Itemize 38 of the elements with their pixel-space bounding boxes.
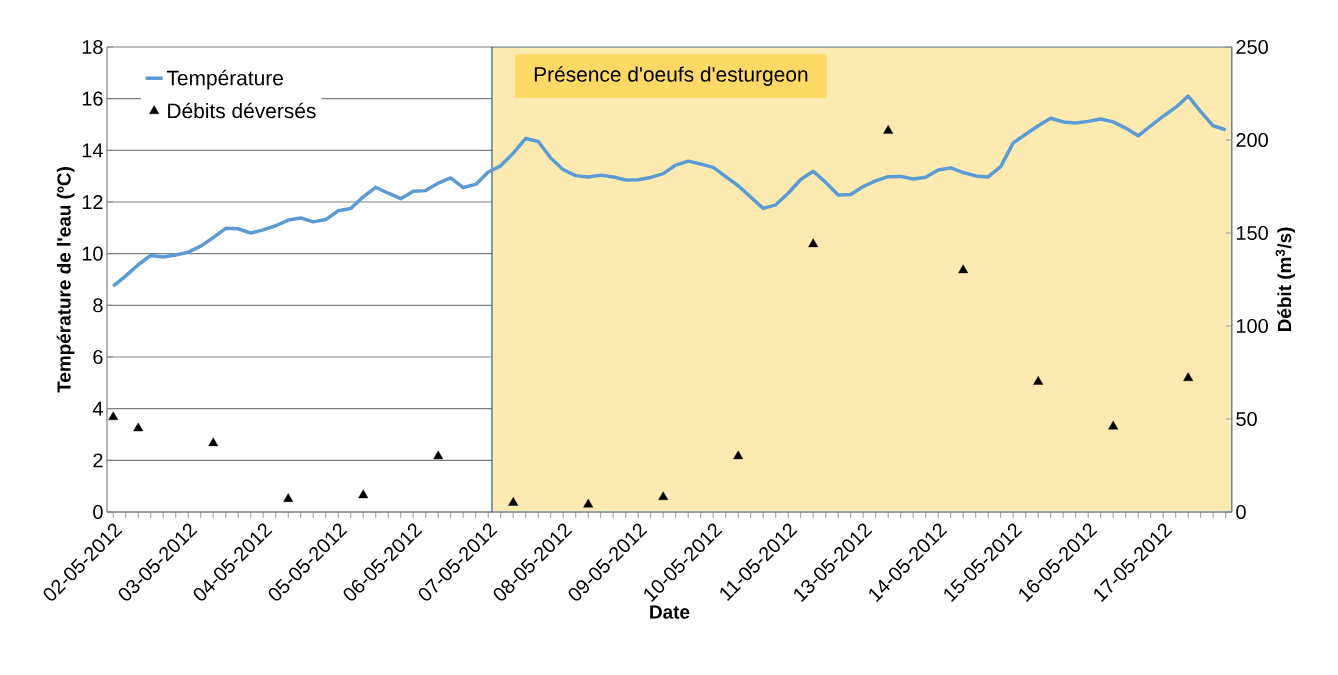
y-tick-label: 10 [82, 246, 103, 261]
point [1108, 420, 1119, 430]
point [108, 411, 119, 421]
point [133, 422, 144, 432]
y-tick-label: 8 [93, 298, 103, 313]
y2-tick-label: 50 [1236, 411, 1257, 427]
y2-tick-label: 250 [1236, 39, 1268, 55]
point [1033, 376, 1044, 385]
point [958, 264, 969, 274]
point [583, 498, 594, 508]
point [358, 489, 369, 499]
point [433, 450, 444, 460]
y-tick-label: 6 [93, 349, 103, 365]
point [733, 450, 744, 460]
y-tick-label: 2 [93, 453, 103, 468]
x-axis-title: Date [650, 605, 690, 619]
y2-axis-title: Débit (m$^{3}$/s) [1275, 227, 1295, 332]
point [283, 493, 294, 502]
y-tick-label: 14 [82, 143, 103, 158]
y2-tick-label: 200 [1236, 132, 1268, 148]
y-axis-title: Température de l'eau (ºC) [56, 167, 75, 393]
y-tick-label: 12 [82, 195, 103, 209]
legend-label: Température [166, 69, 283, 90]
legend-label: Débits déversés [168, 102, 316, 119]
y-tick-label: 16 [82, 91, 103, 106]
annotation: Présence d'oeufs d'esturgeon [534, 66, 808, 86]
y-tick-label: 4 [92, 401, 103, 416]
point [658, 491, 669, 501]
point [808, 238, 819, 248]
point [508, 497, 519, 506]
y2-tick-label: 0 [1236, 504, 1246, 520]
y-tick-label: 0 [93, 504, 103, 520]
point [208, 437, 219, 447]
y-tick-label: 18 [82, 39, 103, 55]
y2-tick-label: 100 [1236, 318, 1268, 334]
point [1183, 372, 1194, 382]
y2-tick-label: 150 [1236, 225, 1268, 241]
point [883, 125, 894, 134]
